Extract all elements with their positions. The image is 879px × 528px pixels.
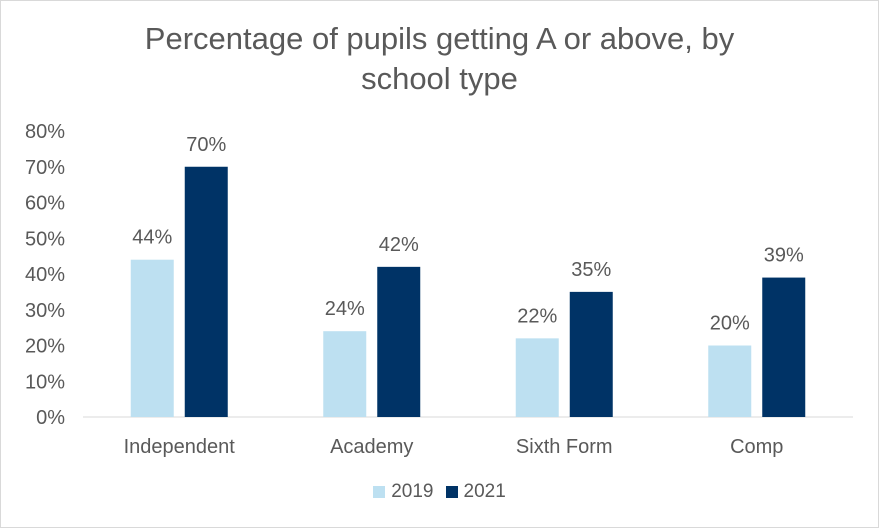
data-label-2019: 20% xyxy=(710,313,750,335)
bar-2021 xyxy=(762,277,806,417)
legend-label-2019: 2019 xyxy=(391,481,434,502)
data-label-2019: 44% xyxy=(132,227,172,249)
x-tick-label: Sixth Form xyxy=(516,436,613,458)
x-tick-label: Independent xyxy=(124,436,236,458)
chart-legend: 2019 2021 xyxy=(1,481,878,503)
y-tick-label: 70% xyxy=(25,157,65,179)
bar-2021 xyxy=(377,266,421,417)
legend-swatch-2021 xyxy=(445,486,458,498)
y-tick-label: 40% xyxy=(25,264,65,286)
data-label-2021: 35% xyxy=(571,259,611,281)
y-tick-label: 20% xyxy=(25,336,65,358)
bar-2021 xyxy=(569,291,613,417)
y-tick-label: 50% xyxy=(25,228,65,250)
bar-2019 xyxy=(323,331,367,417)
x-tick-label: Academy xyxy=(330,436,413,458)
bar-2019 xyxy=(130,259,174,417)
chart-title-line-2: school type xyxy=(361,61,518,96)
x-tick-label: Comp xyxy=(730,436,783,458)
y-tick-label: 60% xyxy=(25,193,65,215)
legend-item-2019: 2019 xyxy=(373,481,434,503)
y-tick-label: 80% xyxy=(25,121,65,143)
data-label-2019: 22% xyxy=(517,305,557,327)
chart-title: Percentage of pupils getting A or above,… xyxy=(1,19,878,99)
y-tick-label: 0% xyxy=(36,407,65,429)
legend-label-2021: 2021 xyxy=(463,481,506,502)
data-label-2019: 24% xyxy=(325,298,365,320)
chart-title-line-1: Percentage of pupils getting A or above,… xyxy=(144,21,735,56)
bar-2019 xyxy=(515,338,559,417)
legend-item-2021: 2021 xyxy=(445,481,506,503)
bar-2021 xyxy=(184,166,228,417)
legend-swatch-2019 xyxy=(373,486,386,498)
data-label-2021: 70% xyxy=(186,134,226,156)
data-label-2021: 42% xyxy=(379,234,419,256)
y-tick-label: 30% xyxy=(25,300,65,322)
y-tick-label: 10% xyxy=(25,371,65,393)
bar-2019 xyxy=(708,345,752,417)
data-label-2021: 39% xyxy=(764,245,804,267)
